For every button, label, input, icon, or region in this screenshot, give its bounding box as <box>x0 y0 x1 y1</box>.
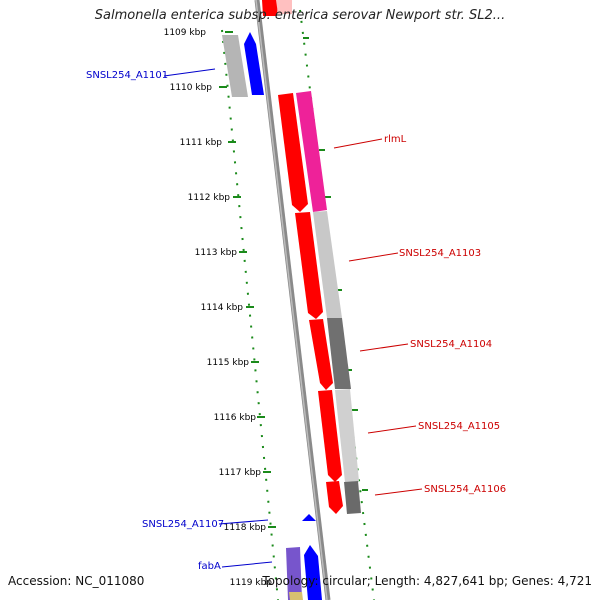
tick-label: 1116 kbp <box>214 413 257 423</box>
tick-label: 1117 kbp <box>219 468 262 478</box>
tick-label: 1109 kbp <box>164 28 207 38</box>
gene-red-2[interactable] <box>295 212 323 319</box>
backbone <box>254 0 331 600</box>
gene-red-5[interactable] <box>326 481 343 514</box>
backbone-highlight <box>255 0 328 600</box>
label-SNSL254_A1104[interactable]: SNSL254_A1104 <box>410 339 492 350</box>
gene-gray-1101-bg[interactable] <box>222 35 248 97</box>
tick-label: 1111 kbp <box>180 138 223 148</box>
gene-SNSL254_A1105[interactable] <box>335 389 359 482</box>
label-fabA[interactable]: fabA <box>198 561 221 572</box>
feature-top-pink[interactable] <box>276 0 292 14</box>
gene-red-4[interactable] <box>318 390 342 482</box>
map-title: Salmonella enterica subsp. enterica sero… <box>94 8 506 23</box>
gene-rlmL[interactable] <box>296 91 327 212</box>
label-SNSL254_A1101[interactable]: SNSL254_A1101 <box>86 70 168 81</box>
tick-group: 1109 kbp 1110 kbp 1111 kbp 1112 kbp 1113… <box>164 28 276 588</box>
gene-rlmL-red[interactable] <box>278 93 308 212</box>
tick-label: 1115 kbp <box>207 358 250 368</box>
tick-label: 1112 kbp <box>188 193 231 203</box>
tick-label: 1114 kbp <box>201 303 244 313</box>
gene-fabA[interactable] <box>286 547 302 600</box>
gene-blue-bottom[interactable] <box>304 545 322 600</box>
tick-label: 1110 kbp <box>170 83 213 93</box>
tick-label: 1119 kbp <box>230 578 273 588</box>
tick-label: 1113 kbp <box>195 248 238 258</box>
gene-SNSL254_A1107[interactable] <box>302 514 316 521</box>
label-rlmL[interactable]: rlmL <box>384 134 407 145</box>
label-SNSL254_A1103[interactable]: SNSL254_A1103 <box>399 248 481 259</box>
gene-red-3[interactable] <box>309 319 333 390</box>
label-SNSL254_A1107[interactable]: SNSL254_A1107 <box>142 519 224 530</box>
gene-SNSL254_A1101[interactable] <box>244 32 264 95</box>
feature-top-forward[interactable] <box>262 0 278 16</box>
tick-lane-left <box>221 29 279 600</box>
tick-label: 1118 kbp <box>224 523 267 533</box>
gene-SNSL254_A1103[interactable] <box>313 211 342 318</box>
gene-tan-bottom[interactable] <box>289 592 303 600</box>
gene-SNSL254_A1106[interactable] <box>344 481 361 514</box>
accession-text: Accession: NC_011080 <box>8 574 145 588</box>
label-SNSL254_A1105[interactable]: SNSL254_A1105 <box>418 421 500 432</box>
label-SNSL254_A1106[interactable]: SNSL254_A1106 <box>424 484 506 495</box>
leader-lines <box>163 68 423 568</box>
gene-SNSL254_A1104[interactable] <box>327 318 351 389</box>
topology-text: Topology: circular; Length: 4,827,641 bp… <box>262 574 592 588</box>
